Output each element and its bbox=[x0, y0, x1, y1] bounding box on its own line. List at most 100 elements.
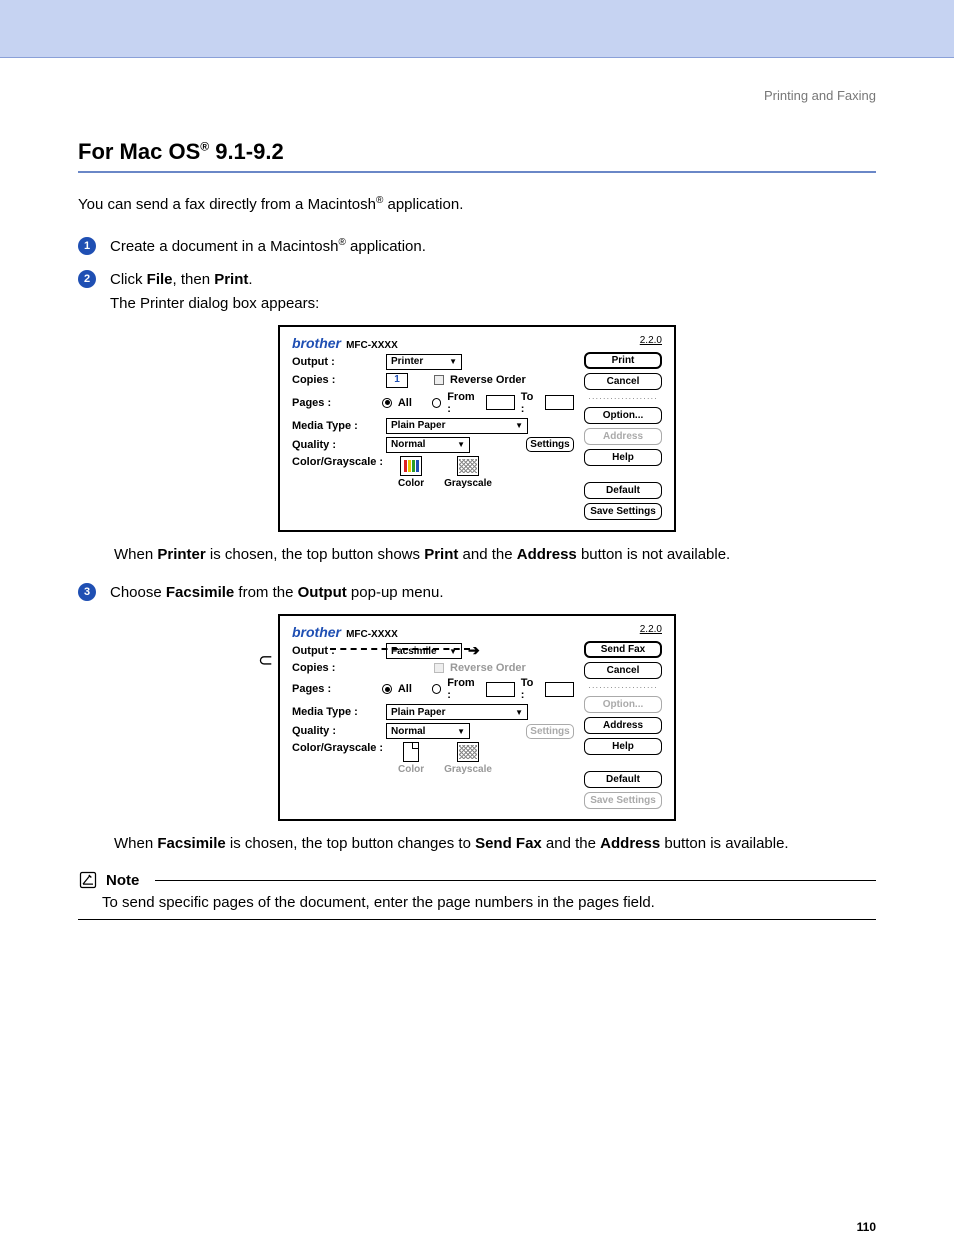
step-1: 1 Create a document in a Macintosh® appl… bbox=[78, 235, 876, 258]
colorscale-label: Color/Grayscale : bbox=[292, 742, 392, 754]
send-fax-button[interactable]: Send Fax bbox=[584, 641, 662, 658]
output-row: Output : Printer▼ bbox=[292, 354, 574, 370]
media-value: Plain Paper bbox=[391, 707, 445, 718]
color-label: Color bbox=[398, 478, 424, 489]
option-button-disabled: Option... bbox=[584, 696, 662, 713]
a1-t6: Address bbox=[517, 546, 577, 563]
color-label-disabled: Color bbox=[398, 764, 424, 775]
step-2-body: Click File, then Print. The Printer dial… bbox=[110, 268, 319, 315]
settings-button[interactable]: Settings bbox=[526, 437, 574, 452]
pages-all-radio[interactable] bbox=[382, 684, 392, 694]
media-label: Media Type : bbox=[292, 706, 380, 718]
s3-t2: Facsimile bbox=[166, 584, 234, 601]
step-3-body: Choose Facsimile from the Output pop-up … bbox=[110, 581, 444, 604]
a2-t1: When bbox=[114, 835, 157, 852]
help-button[interactable]: Help bbox=[584, 738, 662, 755]
version-label: 2.2.0 bbox=[584, 624, 662, 635]
dialog1-left: brother MFC-XXXX Output : Printer▼ Copie… bbox=[292, 335, 574, 520]
a1-t1: When bbox=[114, 546, 157, 563]
reverse-order-checkbox[interactable] bbox=[434, 375, 444, 385]
top-band bbox=[0, 0, 954, 58]
media-label: Media Type : bbox=[292, 420, 380, 432]
a2-t4: Send Fax bbox=[475, 835, 542, 852]
pages-to-input[interactable] bbox=[545, 682, 574, 697]
a2-t2: Facsimile bbox=[157, 835, 225, 852]
a2-t6: Address bbox=[600, 835, 660, 852]
colorscale-row: Color/Grayscale : Color Grayscale bbox=[292, 742, 574, 775]
media-dropdown[interactable]: Plain Paper▼ bbox=[386, 418, 528, 434]
document-icon bbox=[403, 742, 419, 762]
address-button[interactable]: Address bbox=[584, 717, 662, 734]
s3-t4: Output bbox=[298, 584, 347, 601]
title-underline bbox=[78, 171, 876, 173]
step-1-body: Create a document in a Macintosh® applic… bbox=[110, 235, 426, 258]
quality-dropdown[interactable]: Normal▼ bbox=[386, 437, 470, 453]
quality-value: Normal bbox=[391, 726, 425, 737]
a2-t7: button is available. bbox=[660, 835, 788, 852]
copies-row: Copies : 1 Reverse Order bbox=[292, 373, 574, 388]
option-button[interactable]: Option... bbox=[584, 407, 662, 424]
default-button[interactable]: Default bbox=[584, 771, 662, 788]
dialog1-brand-row: brother MFC-XXXX bbox=[292, 335, 574, 351]
pages-from-input[interactable] bbox=[486, 395, 515, 410]
quality-row: Quality : Normal▼ Settings bbox=[292, 723, 574, 739]
a2-t3: is chosen, the top button changes to bbox=[226, 835, 475, 852]
dialog1-right: 2.2.0 Print Cancel ··················· O… bbox=[584, 335, 662, 520]
pages-from-input[interactable] bbox=[486, 682, 515, 697]
chevron-down-icon: ▼ bbox=[515, 708, 523, 717]
s2-l1d: Print bbox=[214, 271, 248, 288]
print-button[interactable]: Print bbox=[584, 352, 662, 369]
pages-label: Pages : bbox=[292, 397, 376, 409]
quality-dropdown[interactable]: Normal ▼ bbox=[386, 723, 470, 739]
pages-row: Pages : All From : To : bbox=[292, 677, 574, 701]
output-dropdown[interactable]: Printer▼ bbox=[386, 354, 462, 370]
after-dialog-2: When Facsimile is chosen, the top button… bbox=[114, 835, 876, 852]
a1-t2: Printer bbox=[157, 546, 205, 563]
s2-l2: The Printer dialog box appears: bbox=[110, 295, 319, 312]
title-sup: ® bbox=[200, 140, 209, 154]
print-dialog-printer: brother MFC-XXXX Output : Printer▼ Copie… bbox=[278, 325, 676, 532]
step-2: 2 Click File, then Print. The Printer di… bbox=[78, 268, 876, 315]
help-button[interactable]: Help bbox=[584, 449, 662, 466]
version-label: 2.2.0 bbox=[584, 335, 662, 346]
callout-arrow-left-icon: ⊂ bbox=[258, 650, 273, 671]
step-2-number: 2 bbox=[78, 270, 96, 288]
title-prefix: For Mac OS bbox=[78, 139, 200, 164]
brand-logo: brother bbox=[292, 624, 341, 640]
output-dropdown[interactable]: Facsimile▼ bbox=[386, 643, 462, 659]
step-3-number: 3 bbox=[78, 583, 96, 601]
quality-label: Quality : bbox=[292, 439, 380, 451]
pages-all-radio[interactable] bbox=[382, 398, 392, 408]
copies-input[interactable]: 1 bbox=[386, 373, 408, 388]
pages-from-radio[interactable] bbox=[432, 684, 442, 694]
cancel-button[interactable]: Cancel bbox=[584, 373, 662, 390]
step-3: 3 Choose Facsimile from the Output pop-u… bbox=[78, 581, 876, 604]
pages-to-input[interactable] bbox=[545, 395, 574, 410]
chevron-down-icon: ▼ bbox=[457, 727, 465, 736]
grayscale-swatch-icon bbox=[457, 742, 479, 762]
a2-t5: and the bbox=[542, 835, 600, 852]
chevron-down-icon: ▼ bbox=[515, 421, 523, 430]
pages-from-radio[interactable] bbox=[432, 398, 442, 408]
step1-sup: ® bbox=[338, 237, 345, 248]
colorscale-row: Color/Grayscale : Color bbox=[292, 456, 574, 489]
color-swatch-icon bbox=[400, 456, 422, 476]
pages-all-label: All bbox=[398, 397, 412, 409]
breadcrumb: Printing and Faxing bbox=[78, 88, 876, 103]
intro-text: You can send a fax directly from a Macin… bbox=[78, 195, 876, 213]
default-button[interactable]: Default bbox=[584, 482, 662, 499]
intro-t2: application. bbox=[383, 196, 463, 213]
grayscale-option[interactable]: Grayscale bbox=[444, 456, 492, 489]
color-option[interactable]: Color bbox=[398, 456, 424, 489]
pages-row: Pages : All From : To : bbox=[292, 391, 574, 415]
media-dropdown[interactable]: Plain Paper ▼ bbox=[386, 704, 528, 720]
save-settings-button[interactable]: Save Settings bbox=[584, 503, 662, 520]
cancel-button[interactable]: Cancel bbox=[584, 662, 662, 679]
separator-dots: ··················· bbox=[584, 683, 662, 692]
colorscale-options: Color Grayscale bbox=[398, 456, 492, 489]
copies-label: Copies : bbox=[292, 374, 380, 386]
media-row: Media Type : Plain Paper ▼ bbox=[292, 704, 574, 720]
save-settings-button-disabled: Save Settings bbox=[584, 792, 662, 809]
note-label: Note bbox=[106, 872, 139, 889]
copies-row-disabled: Copies : Reverse Order bbox=[292, 662, 574, 674]
